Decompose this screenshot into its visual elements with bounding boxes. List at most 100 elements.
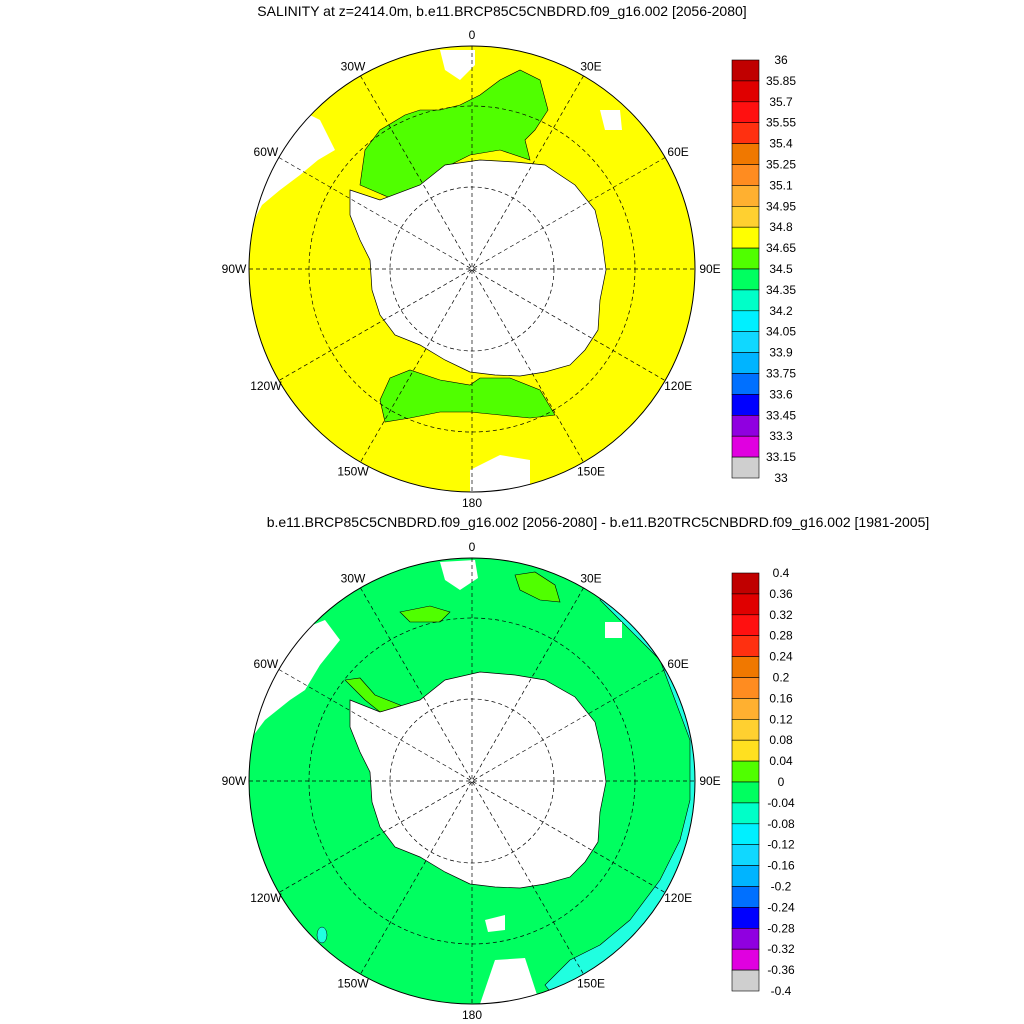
longitude-label: 30E <box>580 59 601 73</box>
colorbar-label: -0.32 <box>767 942 795 956</box>
colorbar-label: 34.2 <box>769 304 793 318</box>
colorbar-label: 33.3 <box>769 429 793 443</box>
longitude-label: 150W <box>337 465 369 479</box>
graticule <box>249 558 695 1004</box>
negative-anomaly-spot <box>316 926 328 944</box>
longitude-label: 120W <box>250 379 282 393</box>
south-america-land <box>249 110 335 230</box>
colorbar-swatch <box>731 844 760 866</box>
longitude-labels: 0 30E 60E 90E 120E 150E 180 150W 120W 90W 60W 30W <box>222 28 721 510</box>
colorbar-label: 35.4 <box>769 137 793 151</box>
longitude-label: 60W <box>254 657 279 671</box>
colorbar-swatch <box>731 948 760 971</box>
colorbar-swatch <box>731 394 760 416</box>
longitude-label: 0 <box>469 28 476 42</box>
colorbar-swatch <box>731 185 760 207</box>
antarctica-land <box>349 159 607 377</box>
longitude-label: 60E <box>667 145 688 159</box>
colorbar-swatch <box>731 101 760 124</box>
positive-anomaly-patch <box>399 605 451 623</box>
colorbar-label: 34.05 <box>766 325 796 339</box>
colorbar-label: 34.65 <box>766 241 796 255</box>
colorbar-swatch <box>731 593 760 616</box>
colorbar-label: 34.5 <box>769 262 793 276</box>
longitude-label: 90E <box>699 262 720 276</box>
colorbar-swatch <box>731 331 760 353</box>
longitude-label: 30E <box>580 571 601 585</box>
longitude-label: 90W <box>222 262 247 276</box>
missing-patch <box>480 958 540 1004</box>
longitude-label: 120E <box>664 891 692 905</box>
colorbar-label: 0.08 <box>769 733 793 747</box>
colorbar-swatch <box>731 143 760 165</box>
colorbar-label: 34.8 <box>769 220 793 234</box>
colorbar-label: 0.28 <box>769 629 793 643</box>
colorbar-label: -0.12 <box>767 838 795 852</box>
salinity-polar-map: 0 30E 60E 90E 120E 150E 180 150W 120W 90W 60W 30W <box>222 28 721 510</box>
longitude-label: 60W <box>254 145 279 159</box>
positive-anomaly-patch <box>514 571 561 603</box>
colorbar-swatch <box>731 122 760 144</box>
colorbar-label: 35.85 <box>766 74 796 88</box>
colorbar-label: 35.1 <box>769 178 793 192</box>
colorbar-label: -0.24 <box>767 900 795 914</box>
map-title-salinity: SALINITY at z=2414.0m, b.e11.BRCP85C5CNB… <box>257 3 747 19</box>
colorbar-label: 33.6 <box>769 387 793 401</box>
colorbar-swatch <box>731 907 760 929</box>
colorbar-label: 0.12 <box>769 712 793 726</box>
colorbar-label: 0.4 <box>773 566 790 580</box>
longitude-label: 60E <box>667 657 688 671</box>
longitude-label: 180 <box>462 496 482 510</box>
colorbar-label: 33.75 <box>766 367 796 381</box>
longitude-label: 0 <box>469 540 476 554</box>
longitude-labels: 0 30E 60E 90E 120E 150E 180 150W 120W 90W 60W 30W <box>222 540 721 1022</box>
longitude-label: 30W <box>341 571 366 585</box>
missing-patch <box>485 915 505 932</box>
colorbar-label: 35.25 <box>766 158 796 172</box>
ross-high-salinity <box>379 369 556 423</box>
longitude-label: 150E <box>577 977 605 991</box>
antarctica-land <box>349 671 607 889</box>
colorbar-swatch <box>731 656 760 678</box>
longitude-label: 150W <box>337 977 369 991</box>
colorbar-swatch <box>731 572 760 595</box>
colorbar-swatch <box>731 435 760 458</box>
longitude-label: 30W <box>341 59 366 73</box>
colorbar-label: -0.2 <box>771 880 792 894</box>
colorbar-label: 0.16 <box>769 691 793 705</box>
colorbar-swatch <box>731 310 760 332</box>
missing-patch <box>440 560 478 590</box>
colorbar-label: -0.08 <box>767 817 795 831</box>
graticule <box>249 46 695 492</box>
colorbar-label: 36 <box>774 53 788 67</box>
colorbar-swatch <box>731 226 760 249</box>
colorbar-swatch <box>731 635 760 657</box>
colorbar-label: 34.35 <box>766 283 796 297</box>
colorbar-swatch <box>731 80 760 103</box>
missing-patch <box>470 455 530 492</box>
missing-patch <box>600 110 622 130</box>
longitude-label: 90E <box>699 774 720 788</box>
colorbar-label: 35.7 <box>769 95 793 109</box>
longitude-label: 90W <box>222 774 247 788</box>
colorbar-swatch <box>731 718 760 741</box>
colorbar-label: 33.15 <box>766 450 796 464</box>
colorbar-label: 0.04 <box>769 754 793 768</box>
colorbar-swatch <box>731 268 760 291</box>
colorbar-label: 34.95 <box>766 199 796 213</box>
colorbar-swatch <box>731 739 760 762</box>
colorbar-swatch <box>731 823 760 845</box>
colorbar-swatch <box>731 59 760 82</box>
colorbar-label: 0 <box>778 775 785 789</box>
longitude-label: 120E <box>664 379 692 393</box>
map-title-difference: b.e11.BRCP85C5CNBDRD.f09_g16.002 [2056-2… <box>266 514 930 530</box>
colorbar-label: 0.24 <box>769 650 793 664</box>
colorbar-label: 0.36 <box>769 587 793 601</box>
longitude-label: 180 <box>462 1008 482 1022</box>
colorbar-swatch <box>731 927 760 950</box>
colorbar-label: -0.28 <box>767 921 795 935</box>
colorbar-label: -0.4 <box>771 984 792 998</box>
colorbar-swatch <box>731 781 760 804</box>
colorbar-swatch <box>731 164 760 186</box>
